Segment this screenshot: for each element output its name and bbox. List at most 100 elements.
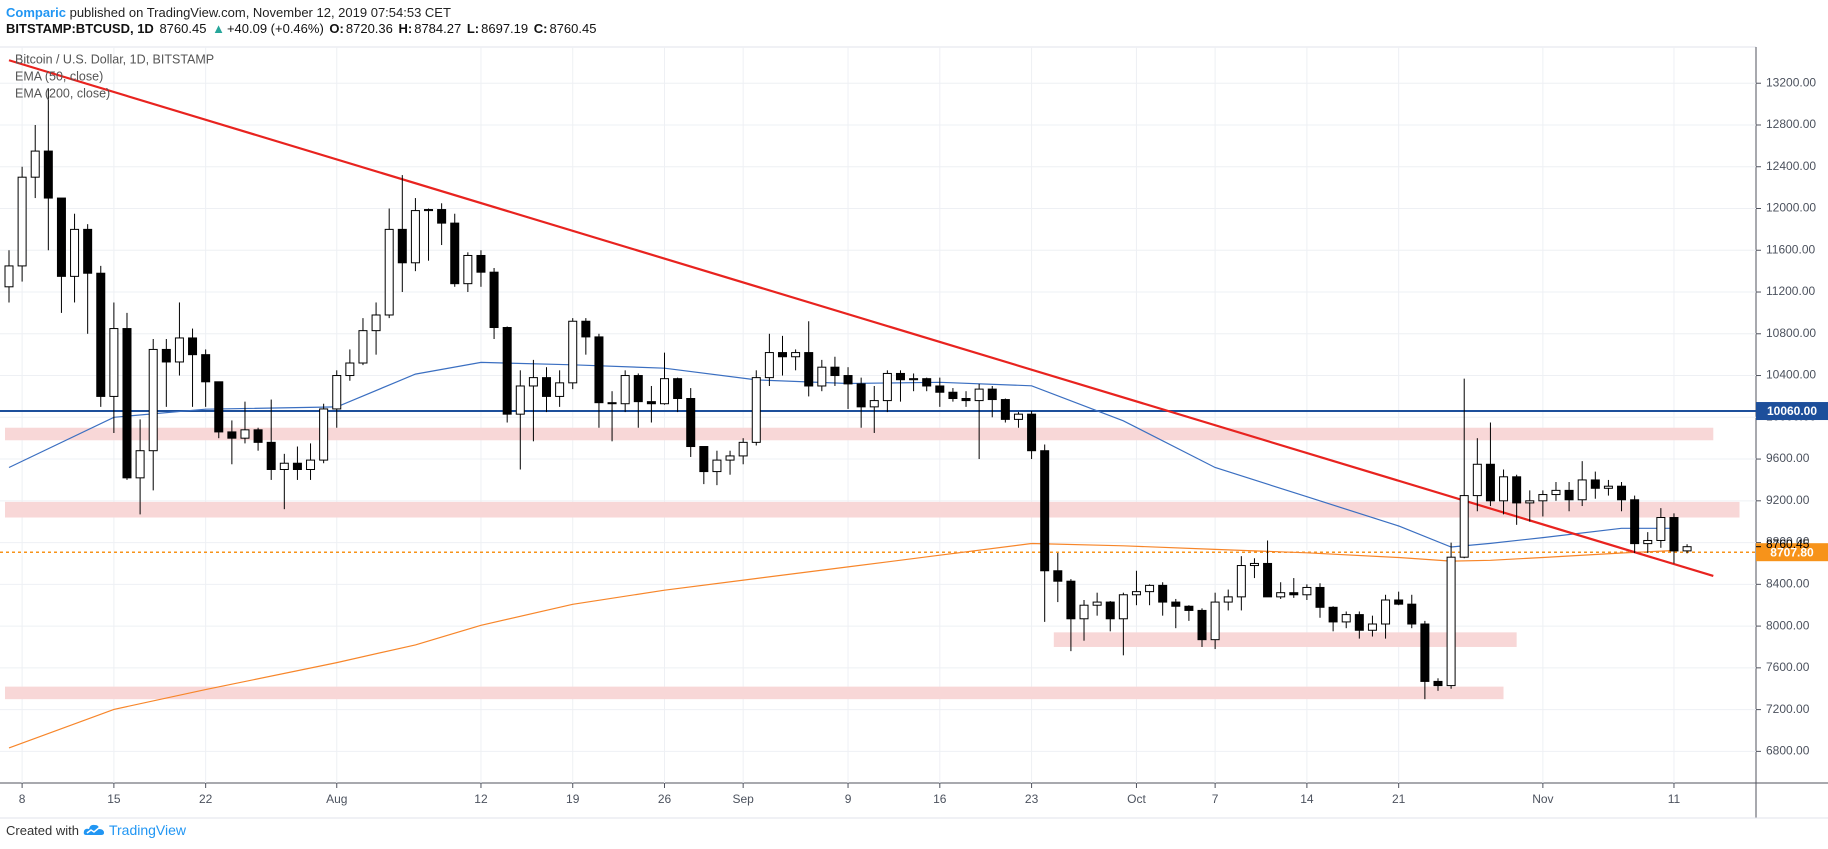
footer-brand[interactable]: TradingView	[108, 822, 187, 838]
candle-body	[332, 375, 342, 410]
candle-body	[201, 354, 211, 383]
candle-body	[882, 372, 892, 402]
x-tick-label: 19	[566, 792, 580, 806]
candle-body	[345, 362, 355, 377]
candle-body	[1603, 485, 1613, 489]
candle-body	[1315, 586, 1325, 608]
y-tick-label: 8400.00	[1766, 577, 1810, 591]
candle-body	[83, 228, 93, 274]
x-tick-label: 11	[1668, 792, 1681, 806]
candle-body	[135, 450, 145, 479]
y-tick-label: 7600.00	[1766, 660, 1810, 674]
x-tick-label: 23	[1025, 792, 1039, 806]
candle-body	[607, 402, 617, 405]
y-tick-label: 8000.00	[1766, 618, 1810, 632]
candle-body	[214, 381, 224, 433]
candle-body	[1066, 580, 1076, 620]
x-tick-label: 9	[845, 792, 852, 806]
candle-body	[371, 314, 381, 332]
candle-body	[948, 391, 958, 400]
candle-body	[70, 228, 80, 277]
ohlc-value: 8720.36	[345, 21, 393, 36]
candle-body	[227, 431, 237, 439]
candle-body	[188, 337, 198, 356]
candle-body	[319, 408, 329, 461]
y-tick-label: 9600.00	[1766, 451, 1810, 465]
candle-body	[620, 375, 630, 405]
x-tick-label: 8	[19, 792, 26, 806]
candle-body	[240, 429, 250, 439]
symbol: BITSTAMP:BTCUSD, 1D	[6, 21, 154, 36]
candle-body	[777, 352, 787, 358]
candle-body	[1656, 517, 1666, 541]
candle-body	[122, 328, 132, 479]
candle-body	[1630, 499, 1640, 545]
y-tick-label: 10800.00	[1766, 326, 1816, 340]
candle-body	[1682, 546, 1692, 552]
author[interactable]: Comparic	[6, 5, 66, 20]
candle-body	[1551, 489, 1561, 496]
candle-body	[804, 352, 814, 387]
candle-body	[96, 272, 106, 397]
candle-body	[1328, 606, 1338, 623]
candle-body	[974, 388, 984, 402]
candle-body	[1394, 599, 1404, 605]
candle-body	[109, 328, 119, 397]
candle-body	[1223, 596, 1233, 603]
legend-title: Bitcoin / U.S. Dollar, 1D, BITSTAMP	[15, 52, 214, 66]
candle-body	[4, 265, 14, 288]
x-tick-label: Oct	[1127, 792, 1146, 806]
price-badge-label: 8707.80	[1770, 545, 1814, 559]
candle-body	[1197, 609, 1207, 641]
candle-body	[738, 441, 748, 457]
candle-body	[1459, 495, 1469, 558]
x-tick-label: 16	[933, 792, 947, 806]
candle-body	[1341, 614, 1351, 623]
candle-body	[699, 446, 709, 473]
x-tick-label: 15	[107, 792, 121, 806]
candle-body	[1590, 479, 1600, 489]
candle-body	[1236, 565, 1246, 598]
candle-body	[1289, 592, 1299, 596]
candle-body	[1079, 604, 1089, 620]
candle-body	[410, 210, 420, 264]
candle-body	[463, 254, 473, 285]
candle-body	[581, 320, 591, 338]
candle-body	[1145, 584, 1155, 593]
candle-body	[1276, 592, 1286, 598]
ohlc-value: 8784.27	[414, 21, 462, 36]
candle-body	[1092, 601, 1102, 606]
candle-body	[764, 352, 774, 379]
grid-layer	[0, 47, 1756, 783]
candle-body	[43, 150, 53, 199]
candle-body	[686, 398, 696, 448]
candle-body	[1000, 399, 1010, 420]
y-tick-label: 13200.00	[1766, 75, 1816, 89]
candle-body	[909, 378, 919, 381]
candle-body	[279, 462, 289, 470]
candle-body	[292, 462, 302, 470]
candles-layer	[4, 88, 1692, 700]
candle-body	[450, 222, 460, 285]
candle-body	[1249, 562, 1259, 567]
x-tick-label: 14	[1300, 792, 1314, 806]
x-tick-label: 21	[1392, 792, 1406, 806]
candle-body	[633, 375, 643, 403]
y-tick-label: 12400.00	[1766, 159, 1816, 173]
candle-body	[384, 228, 394, 316]
y-tick-label: 6800.00	[1766, 744, 1810, 758]
ohlc-value: 8760.45	[549, 21, 597, 36]
candle-body	[515, 385, 525, 415]
footer-text: Created with	[6, 822, 79, 838]
x-tick-label: 12	[474, 792, 488, 806]
candle-body	[397, 228, 407, 264]
candle-body	[17, 176, 27, 267]
candle-body	[1643, 539, 1653, 545]
ohlc-label: L:	[466, 21, 480, 36]
last: 8760.45	[159, 21, 207, 36]
zone	[5, 427, 1714, 441]
candle-body	[791, 352, 801, 358]
candle-body	[253, 429, 263, 443]
candle-body	[1131, 591, 1141, 596]
x-tick-label: 26	[658, 792, 672, 806]
